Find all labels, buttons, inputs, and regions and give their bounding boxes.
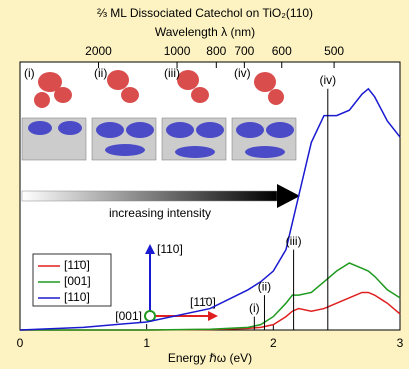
x2-axis-label: Wavelength λ (nm) — [155, 25, 255, 39]
axis-label-up: [110] — [157, 242, 183, 256]
x-tick-label: 1 — [143, 336, 150, 350]
chart-title: ⅔ ML Dissociated Catechol on TiO₂(110) — [97, 6, 313, 20]
x2-tick-label: 600 — [272, 44, 292, 58]
x-tick-label: 3 — [397, 336, 404, 350]
x-tick-label: 2 — [270, 336, 277, 350]
panel-label: (iv) — [234, 66, 251, 80]
legend-label: [11̄0] — [64, 258, 90, 272]
arrow-label: increasing intensity — [109, 206, 211, 220]
x2-tick-label: 1000 — [164, 44, 191, 58]
x2-tick-label: 800 — [206, 44, 226, 58]
x2-tick-label: 500 — [324, 44, 344, 58]
panel-label: (iii) — [164, 66, 180, 80]
chart: ⅔ ML Dissociated Catechol on TiO₂(110) W… — [0, 0, 409, 369]
x-tick-label: 0 — [17, 336, 24, 350]
x-axis-label: Energy ℏω (eV) — [168, 351, 252, 365]
transition-label: (i) — [249, 301, 260, 315]
x2-tick-label: 2000 — [85, 44, 112, 58]
axis-label-origin: [001] — [115, 309, 142, 323]
legend-label: [110] — [64, 290, 90, 304]
x2-tick-label: 700 — [234, 44, 254, 58]
transition-label: (iv) — [319, 73, 336, 87]
panel-label: (ii) — [94, 66, 107, 80]
transition-label: (ii) — [258, 279, 271, 293]
transition-label: (iii) — [286, 234, 302, 248]
legend-label: [001] — [64, 274, 91, 288]
panel-label: (i) — [24, 66, 35, 80]
